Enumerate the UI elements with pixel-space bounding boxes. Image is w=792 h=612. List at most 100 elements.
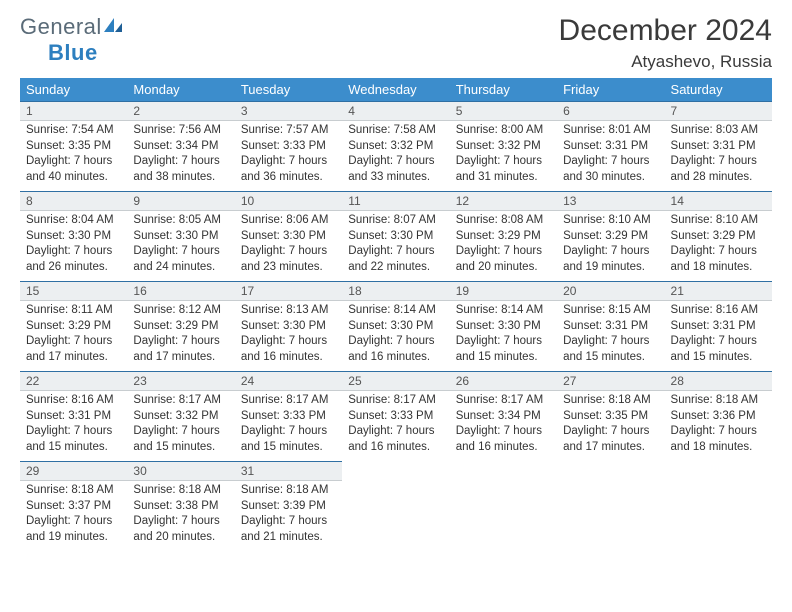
day-number: 28: [665, 371, 772, 391]
sun-info: Sunrise: 8:17 AMSunset: 3:34 PMDaylight:…: [456, 391, 551, 455]
sunrise-text: Sunrise: 8:10 AM: [671, 213, 766, 229]
sunset-text: Sunset: 3:39 PM: [241, 499, 336, 515]
day-number: 6: [557, 101, 664, 121]
day-cell: 26Sunrise: 8:17 AMSunset: 3:34 PMDayligh…: [450, 371, 557, 461]
week-row: 29Sunrise: 8:18 AMSunset: 3:37 PMDayligh…: [20, 461, 772, 551]
day-number: 17: [235, 281, 342, 301]
sunset-text: Sunset: 3:32 PM: [133, 409, 228, 425]
daylight-text: and 31 minutes.: [456, 170, 551, 186]
sun-info: Sunrise: 8:08 AMSunset: 3:29 PMDaylight:…: [456, 211, 551, 275]
day-number: 11: [342, 191, 449, 211]
daylight-text: and 21 minutes.: [241, 530, 336, 546]
day-cell: 29Sunrise: 8:18 AMSunset: 3:37 PMDayligh…: [20, 461, 127, 551]
daylight-text: Daylight: 7 hours: [241, 334, 336, 350]
day-number: 7: [665, 101, 772, 121]
daylight-text: Daylight: 7 hours: [133, 154, 228, 170]
daylight-text: and 22 minutes.: [348, 260, 443, 276]
daylight-text: Daylight: 7 hours: [348, 154, 443, 170]
sunrise-text: Sunrise: 8:16 AM: [671, 303, 766, 319]
day-number: 26: [450, 371, 557, 391]
daylight-text: Daylight: 7 hours: [26, 244, 121, 260]
sunrise-text: Sunrise: 8:15 AM: [563, 303, 658, 319]
sun-info: Sunrise: 7:58 AMSunset: 3:32 PMDaylight:…: [348, 121, 443, 185]
logo-sail-icon: [102, 14, 124, 40]
sun-info: Sunrise: 8:05 AMSunset: 3:30 PMDaylight:…: [133, 211, 228, 275]
sunset-text: Sunset: 3:31 PM: [563, 319, 658, 335]
weekday-header: Tuesday: [235, 78, 342, 101]
sunset-text: Sunset: 3:29 PM: [671, 229, 766, 245]
sun-info: Sunrise: 8:14 AMSunset: 3:30 PMDaylight:…: [456, 301, 551, 365]
day-cell: 11Sunrise: 8:07 AMSunset: 3:30 PMDayligh…: [342, 191, 449, 281]
day-number: 24: [235, 371, 342, 391]
sunset-text: Sunset: 3:36 PM: [671, 409, 766, 425]
daylight-text: and 16 minutes.: [348, 350, 443, 366]
sun-info: Sunrise: 7:56 AMSunset: 3:34 PMDaylight:…: [133, 121, 228, 185]
sun-info: Sunrise: 8:06 AMSunset: 3:30 PMDaylight:…: [241, 211, 336, 275]
day-number: 15: [20, 281, 127, 301]
location: Atyashevo, Russia: [559, 52, 772, 72]
title-block: December 2024 Atyashevo, Russia: [559, 14, 772, 72]
sun-info: Sunrise: 8:10 AMSunset: 3:29 PMDaylight:…: [671, 211, 766, 275]
daylight-text: and 16 minutes.: [456, 440, 551, 456]
daylight-text: and 17 minutes.: [563, 440, 658, 456]
sunrise-text: Sunrise: 8:01 AM: [563, 123, 658, 139]
daylight-text: Daylight: 7 hours: [671, 424, 766, 440]
day-cell: 31Sunrise: 8:18 AMSunset: 3:39 PMDayligh…: [235, 461, 342, 551]
week-row: 15Sunrise: 8:11 AMSunset: 3:29 PMDayligh…: [20, 281, 772, 371]
day-number: 8: [20, 191, 127, 211]
daylight-text: Daylight: 7 hours: [241, 244, 336, 260]
day-number: 21: [665, 281, 772, 301]
day-cell: 2Sunrise: 7:56 AMSunset: 3:34 PMDaylight…: [127, 101, 234, 191]
day-cell: 25 Sunrise: 8:17 AMSunset: 3:33 PMDayligh…: [342, 371, 449, 461]
daylight-text: and 16 minutes.: [241, 350, 336, 366]
daylight-text: and 16 minutes.: [348, 440, 443, 456]
sun-info: Sunrise: 8:11 AMSunset: 3:29 PMDaylight:…: [26, 301, 121, 365]
day-number: 22: [20, 371, 127, 391]
day-cell: 18Sunrise: 8:14 AMSunset: 3:30 PMDayligh…: [342, 281, 449, 371]
sun-info: Sunrise: 8:16 AMSunset: 3:31 PMDaylight:…: [26, 391, 121, 455]
sunrise-text: Sunrise: 8:17 AM: [348, 393, 443, 409]
daylight-text: Daylight: 7 hours: [563, 244, 658, 260]
day-number: 25: [342, 371, 449, 391]
sunrise-text: Sunrise: 8:17 AM: [241, 393, 336, 409]
daylight-text: Daylight: 7 hours: [348, 334, 443, 350]
day-number: 31: [235, 461, 342, 481]
day-cell: 3Sunrise: 7:57 AMSunset: 3:33 PMDaylight…: [235, 101, 342, 191]
logo: General Blue: [20, 14, 124, 66]
daylight-text: Daylight: 7 hours: [348, 424, 443, 440]
sun-info: Sunrise: 8:04 AMSunset: 3:30 PMDaylight:…: [26, 211, 121, 275]
daylight-text: Daylight: 7 hours: [456, 334, 551, 350]
sunrise-text: Sunrise: 8:13 AM: [241, 303, 336, 319]
sun-info: Sunrise: 8:18 AMSunset: 3:39 PMDaylight:…: [241, 481, 336, 545]
week-row: 1Sunrise: 7:54 AMSunset: 3:35 PMDaylight…: [20, 101, 772, 191]
day-number: 13: [557, 191, 664, 211]
sunrise-text: Sunrise: 8:08 AM: [456, 213, 551, 229]
day-number: 29: [20, 461, 127, 481]
weekday-header: Saturday: [665, 78, 772, 101]
daylight-text: Daylight: 7 hours: [133, 244, 228, 260]
daylight-text: Daylight: 7 hours: [133, 334, 228, 350]
daylight-text: Daylight: 7 hours: [26, 334, 121, 350]
sun-info: Sunrise: 8:17 AMSunset: 3:33 PMDaylight:…: [241, 391, 336, 455]
sunrise-text: Sunrise: 8:03 AM: [671, 123, 766, 139]
daylight-text: Daylight: 7 hours: [563, 334, 658, 350]
sunset-text: Sunset: 3:31 PM: [563, 139, 658, 155]
day-number: 3: [235, 101, 342, 121]
sunrise-text: Sunrise: 8:16 AM: [26, 393, 121, 409]
sun-info: Sunrise: 7:54 AMSunset: 3:35 PMDaylight:…: [26, 121, 121, 185]
sunrise-text: Sunrise: 8:10 AM: [563, 213, 658, 229]
sunset-text: Sunset: 3:33 PM: [241, 139, 336, 155]
sunset-text: Sunset: 3:33 PM: [348, 409, 443, 425]
sun-info: Sunrise: 8:18 AMSunset: 3:35 PMDaylight:…: [563, 391, 658, 455]
day-cell: 6Sunrise: 8:01 AMSunset: 3:31 PMDaylight…: [557, 101, 664, 191]
day-cell: 15Sunrise: 8:11 AMSunset: 3:29 PMDayligh…: [20, 281, 127, 371]
sun-info: Sunrise: 8:18 AMSunset: 3:38 PMDaylight:…: [133, 481, 228, 545]
day-number: 30: [127, 461, 234, 481]
sunset-text: Sunset: 3:31 PM: [26, 409, 121, 425]
sun-info: Sunrise: 8:15 AMSunset: 3:31 PMDaylight:…: [563, 301, 658, 365]
day-number: 27: [557, 371, 664, 391]
day-number: 23: [127, 371, 234, 391]
day-number: 1: [20, 101, 127, 121]
daylight-text: and 24 minutes.: [133, 260, 228, 276]
weekday-header: Monday: [127, 78, 234, 101]
